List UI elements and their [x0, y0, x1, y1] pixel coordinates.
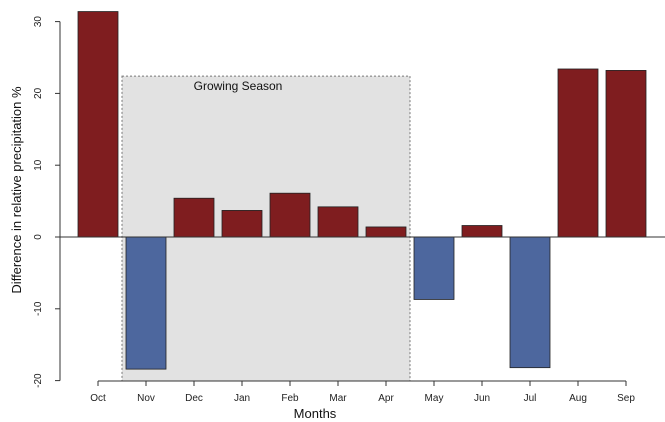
bar-mar: [317, 206, 359, 238]
bar-jul: [509, 236, 551, 369]
x-tick-label: Aug: [569, 393, 587, 404]
x-tick-label: Jul: [524, 393, 537, 404]
bar-jun: [461, 225, 503, 238]
x-tick-label: Apr: [378, 393, 394, 404]
y-tick-label: 0: [33, 234, 44, 240]
x-tick-label: Jan: [234, 393, 250, 404]
bar-dec: [173, 197, 215, 238]
bar-oct: [77, 11, 119, 238]
x-tick-label: Dec: [185, 393, 203, 404]
x-tick-label: May: [425, 393, 444, 404]
y-axis-title: Difference in relative precipitation %: [9, 86, 24, 294]
bar-aug: [557, 68, 599, 238]
y-tick-label: 20: [33, 87, 44, 99]
y-tick-label: -20: [33, 373, 44, 388]
growing-season-region: [121, 75, 411, 382]
bar-nov: [125, 236, 167, 370]
y-tick-label: 10: [33, 159, 44, 171]
bar-sep: [605, 70, 647, 238]
bar-series: [77, 11, 647, 370]
y-tick-label: 30: [33, 16, 44, 28]
x-axis: Oct Nov Dec Jan Feb Mar Apr May Jun Jul Aug Sep: [90, 380, 635, 404]
x-tick-label: Jun: [474, 393, 490, 404]
bar-jan: [221, 210, 263, 238]
x-tick-label: Sep: [617, 393, 635, 404]
x-tick-label: Feb: [281, 393, 299, 404]
x-tick-label: Mar: [329, 393, 347, 404]
bar-apr: [365, 226, 407, 238]
y-axis: -20 -10 0 10 20 30: [33, 16, 61, 388]
x-tick-label: Oct: [90, 393, 106, 404]
bar-may: [413, 236, 455, 300]
x-axis-title: Months: [294, 406, 337, 421]
bar-feb: [269, 192, 311, 238]
growing-season-label: Growing Season: [194, 79, 283, 93]
y-tick-label: -10: [33, 301, 44, 316]
x-tick-label: Nov: [137, 393, 155, 404]
